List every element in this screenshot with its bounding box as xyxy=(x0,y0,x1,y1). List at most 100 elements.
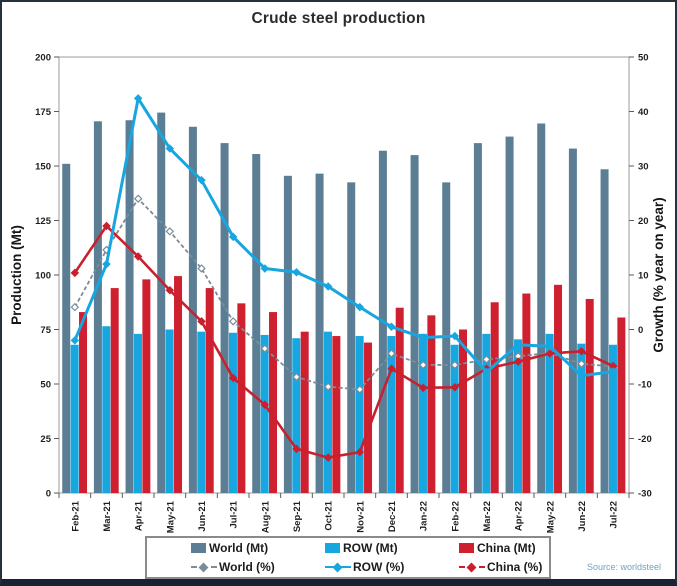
marker-china-pct xyxy=(387,364,396,373)
bar-china-mt xyxy=(395,307,404,493)
bar-world-mt xyxy=(600,169,609,493)
legend-label: ROW (Mt) xyxy=(343,540,398,555)
bar-row-mt xyxy=(197,331,206,493)
marker-world-pct xyxy=(387,349,396,358)
marker-row-pct xyxy=(545,342,555,351)
legend-item-row-pct: ROW (%) xyxy=(281,558,415,578)
bar-world-mt xyxy=(473,143,482,494)
x-axis-label: Jan-22 xyxy=(419,501,430,531)
marker-china-pct xyxy=(102,221,111,231)
left-axis-tick-label: 25 xyxy=(40,434,51,445)
legend-item-world-pct: World (%) xyxy=(147,558,281,578)
right-axis-title: Growth (% year on year) xyxy=(651,197,666,352)
marker-row-pct xyxy=(608,367,618,376)
source-credit: Source: worldsteel xyxy=(586,562,661,572)
legend-label: ROW (%) xyxy=(353,560,405,575)
bar-world-mt xyxy=(188,126,197,493)
marker-world-pct xyxy=(292,372,301,382)
legend-label: World (Mt) xyxy=(209,540,269,555)
left-axis-tick-label: 50 xyxy=(40,380,51,391)
marker-world-pct xyxy=(165,227,175,236)
marker-world-pct xyxy=(323,382,333,391)
bar-world-mt xyxy=(537,123,546,494)
marker-row-pct xyxy=(228,232,238,242)
bar-row-mt xyxy=(102,326,111,493)
right-axis-tick-label: 0 xyxy=(638,325,643,336)
bar-china-mt xyxy=(79,312,88,493)
bar-row-mt xyxy=(70,344,79,493)
world-mt-swatch xyxy=(191,542,206,553)
marker-row-pct xyxy=(387,322,396,332)
bar-china-mt xyxy=(522,293,531,493)
bar-row-mt xyxy=(133,333,142,493)
bar-row-mt xyxy=(482,333,491,493)
marker-china-pct xyxy=(292,444,301,454)
marker-china-pct xyxy=(197,317,206,326)
bar-world-mt xyxy=(505,136,514,493)
bar-row-mt xyxy=(577,343,586,493)
x-axis-label: Aug-21 xyxy=(260,500,271,533)
marker-china-pct xyxy=(323,453,333,462)
bar-world-mt xyxy=(283,175,292,493)
marker-row-pct xyxy=(482,367,491,377)
right-axis-tick-label: 40 xyxy=(638,107,649,118)
x-axis-label: Jun-21 xyxy=(197,500,208,531)
bar-row-mt xyxy=(292,338,301,493)
legend: World (Mt) ROW (Mt) China (Mt) World (%)… xyxy=(145,536,551,579)
bar-row-mt xyxy=(513,339,522,493)
bar-row-mt xyxy=(165,329,174,493)
right-axis-tick-label: 10 xyxy=(638,271,649,282)
bar-china-mt xyxy=(237,303,246,493)
left-axis-tick-label: 125 xyxy=(35,216,52,227)
bar-row-mt xyxy=(228,332,237,493)
marker-row-pct xyxy=(102,259,111,269)
bar-china-mt xyxy=(459,329,468,493)
bar-world-mt xyxy=(157,112,166,493)
x-axis-label: Dec-21 xyxy=(387,500,398,532)
x-axis-label: Nov-21 xyxy=(355,500,366,532)
marker-row-pct xyxy=(197,175,206,185)
marker-row-pct xyxy=(323,282,333,291)
marker-china-pct xyxy=(133,252,143,261)
legend-item-china-mt: China (Mt) xyxy=(415,538,549,558)
marker-world-pct xyxy=(70,302,80,312)
bar-world-mt xyxy=(568,148,577,493)
marker-row-pct xyxy=(70,336,80,345)
left-axis-tick-label: 150 xyxy=(35,162,51,173)
line-world-pct xyxy=(74,197,614,391)
marker-world-pct xyxy=(577,359,586,369)
marker-china-pct xyxy=(450,383,460,392)
bar-row-mt xyxy=(545,333,554,493)
x-axis-label: Jul-22 xyxy=(609,501,620,528)
left-axis-tick-label: 75 xyxy=(40,325,51,336)
line-row-pct xyxy=(73,96,614,378)
world-pct-swatch xyxy=(191,562,217,573)
x-axis-label: Feb-22 xyxy=(450,501,461,532)
right-axis-tick-label: 50 xyxy=(638,53,649,64)
left-axis-title: Production (Mt) xyxy=(9,225,24,325)
marker-row-pct xyxy=(165,144,175,153)
x-axis-label: May-21 xyxy=(165,500,176,533)
marker-row-pct xyxy=(133,94,143,103)
bar-china-mt xyxy=(269,312,278,493)
marker-row-pct xyxy=(513,340,523,350)
marker-row-pct xyxy=(292,268,301,277)
marker-china-pct xyxy=(577,347,586,356)
bar-world-mt xyxy=(410,155,419,493)
marker-china-pct xyxy=(418,383,428,393)
bar-row-mt xyxy=(608,344,617,493)
marker-row-pct xyxy=(355,302,365,312)
x-axis-label: Oct-21 xyxy=(324,500,335,530)
bar-row-mt xyxy=(450,344,459,493)
marker-world-pct xyxy=(418,360,428,370)
right-axis-tick-label: 30 xyxy=(638,162,649,173)
x-axis-label: Sep-21 xyxy=(292,500,303,532)
x-axis-label: Jul-21 xyxy=(229,500,240,528)
left-axis-tick-label: 175 xyxy=(35,107,52,118)
bar-china-mt xyxy=(554,284,563,493)
marker-world-pct xyxy=(482,355,491,364)
legend-label: China (Mt) xyxy=(477,540,536,555)
row-pct-swatch xyxy=(325,562,351,573)
bar-world-mt xyxy=(252,154,261,493)
left-axis-tick-label: 0 xyxy=(46,489,51,500)
